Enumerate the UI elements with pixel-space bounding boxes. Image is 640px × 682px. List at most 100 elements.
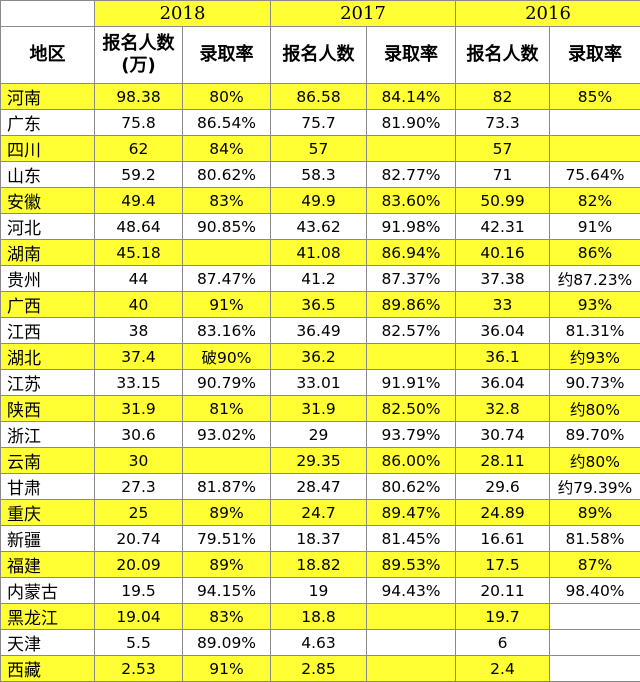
rate-2016-cell: 约79.39% xyxy=(550,474,640,500)
rate-2018-cell: 90.85% xyxy=(183,214,271,240)
region-cell: 广东 xyxy=(1,110,95,136)
rate-2018-cell: 89% xyxy=(183,552,271,578)
corner-cell xyxy=(1,1,95,27)
applicants-2018-header: 报名人数 (万) xyxy=(95,27,183,84)
applicants-2018-cell: 75.8 xyxy=(95,110,183,136)
rate-2017-cell: 91.91% xyxy=(367,370,456,396)
applicants-2017-cell: 36.2 xyxy=(271,344,367,370)
region-cell: 内蒙古 xyxy=(1,578,95,604)
rate-2017-cell: 82.57% xyxy=(367,318,456,344)
rate-2018-header: 录取率 xyxy=(183,27,271,84)
region-cell: 浙江 xyxy=(1,422,95,448)
applicants-2018-cell: 30 xyxy=(95,448,183,474)
applicants-2017-cell: 57 xyxy=(271,136,367,162)
applicants-2017-cell: 41.2 xyxy=(271,266,367,292)
rate-2016-cell: 约80% xyxy=(550,448,640,474)
applicants-2017-cell: 36.5 xyxy=(271,292,367,318)
applicants-2017-cell: 24.7 xyxy=(271,500,367,526)
applicants-2018-cell: 59.2 xyxy=(95,162,183,188)
applicants-2016-cell: 16.61 xyxy=(456,526,550,552)
applicants-2018-cell: 2.53 xyxy=(95,656,183,682)
applicants-2017-cell: 29.35 xyxy=(271,448,367,474)
rate-2018-cell xyxy=(183,448,271,474)
rate-2016-cell: 约80% xyxy=(550,396,640,422)
applicants-2016-cell: 24.89 xyxy=(456,500,550,526)
rate-2018-cell: 89% xyxy=(183,500,271,526)
rate-2016-cell xyxy=(550,136,640,162)
applicants-2018-cell: 44 xyxy=(95,266,183,292)
rate-2017-cell: 81.45% xyxy=(367,526,456,552)
applicants-2016-cell: 71 xyxy=(456,162,550,188)
applicants-2016-cell: 50.99 xyxy=(456,188,550,214)
region-cell: 河北 xyxy=(1,214,95,240)
column-header-row: 地区 报名人数 (万) 录取率 报名人数 录取率 报名人数 录取率 xyxy=(1,27,640,84)
applicants-2016-cell: 32.8 xyxy=(456,396,550,422)
rate-2018-cell: 80.62% xyxy=(183,162,271,188)
region-cell: 甘肃 xyxy=(1,474,95,500)
applicants-2017-cell: 43.62 xyxy=(271,214,367,240)
rate-2016-cell: 81.31% xyxy=(550,318,640,344)
rate-2018-cell: 89.09% xyxy=(183,630,271,656)
rate-2018-cell: 80% xyxy=(183,84,271,110)
rate-2018-cell: 81% xyxy=(183,396,271,422)
rate-2017-cell xyxy=(367,344,456,370)
rate-2017-cell: 89.86% xyxy=(367,292,456,318)
applicants-2016-cell: 6 xyxy=(456,630,550,656)
rate-2016-cell: 约87.23% xyxy=(550,266,640,292)
applicants-2018-cell: 62 xyxy=(95,136,183,162)
region-cell: 四川 xyxy=(1,136,95,162)
rate-2016-cell xyxy=(550,110,640,136)
applicants-2018-cell: 19.04 xyxy=(95,604,183,630)
rate-2017-cell xyxy=(367,656,456,682)
rate-2017-cell: 86.94% xyxy=(367,240,456,266)
applicants-2016-cell: 20.11 xyxy=(456,578,550,604)
applicants-2017-cell: 2.85 xyxy=(271,656,367,682)
applicants-2017-header: 报名人数 xyxy=(271,27,367,84)
applicants-2018-cell: 25 xyxy=(95,500,183,526)
rate-2018-cell: 90.79% xyxy=(183,370,271,396)
region-cell: 云南 xyxy=(1,448,95,474)
rate-2017-cell xyxy=(367,630,456,656)
region-cell: 重庆 xyxy=(1,500,95,526)
rate-2018-cell: 84% xyxy=(183,136,271,162)
rate-2017-cell: 87.37% xyxy=(367,266,456,292)
rate-2016-cell xyxy=(550,656,640,682)
applicants-2016-cell: 30.74 xyxy=(456,422,550,448)
year-2016: 2016 xyxy=(456,1,640,27)
applicants-2016-cell: 17.5 xyxy=(456,552,550,578)
applicants-2017-cell: 36.49 xyxy=(271,318,367,344)
year-2017: 2017 xyxy=(271,1,456,27)
year-header-row: 2018 2017 2016 xyxy=(1,1,640,27)
region-cell: 西藏 xyxy=(1,656,95,682)
applicants-2017-cell: 18.82 xyxy=(271,552,367,578)
rate-2017-cell: 91.98% xyxy=(367,214,456,240)
region-cell: 江苏 xyxy=(1,370,95,396)
applicants-2017-cell: 58.3 xyxy=(271,162,367,188)
applicants-2018-header-line2: (万) xyxy=(95,55,182,77)
applicants-2018-cell: 37.4 xyxy=(95,344,183,370)
rate-2017-cell: 86.00% xyxy=(367,448,456,474)
rate-2016-cell: 85% xyxy=(550,84,640,110)
applicants-2018-cell: 31.9 xyxy=(95,396,183,422)
rate-2017-cell: 82.50% xyxy=(367,396,456,422)
rate-2016-cell xyxy=(550,604,640,630)
applicants-2016-header: 报名人数 xyxy=(456,27,550,84)
applicants-2016-cell: 37.38 xyxy=(456,266,550,292)
rate-2018-cell: 83% xyxy=(183,604,271,630)
rate-2017-cell xyxy=(367,604,456,630)
applicants-2018-cell: 33.15 xyxy=(95,370,183,396)
region-cell: 山东 xyxy=(1,162,95,188)
applicants-2016-cell: 57 xyxy=(456,136,550,162)
rate-2018-cell: 91% xyxy=(183,292,271,318)
rate-2016-cell: 98.40% xyxy=(550,578,640,604)
